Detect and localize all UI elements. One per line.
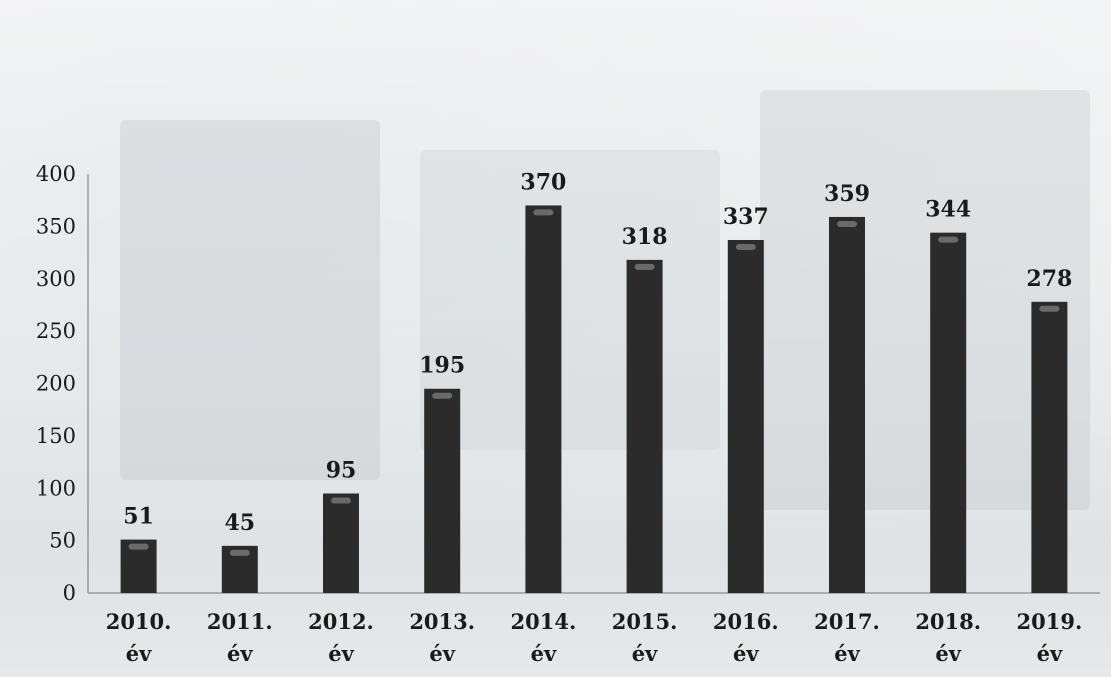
bar-highlight <box>432 392 453 399</box>
bar <box>626 259 663 593</box>
bar-highlight <box>837 220 857 227</box>
bar <box>829 216 865 593</box>
y-tick-label: 300 <box>36 267 76 291</box>
data-label: 45 <box>224 510 255 536</box>
x-tick-label-line2: év <box>632 641 658 666</box>
bar <box>323 493 359 593</box>
data-labels: 51 45 95 195 370 318 337 359 344 278 <box>123 169 1072 535</box>
x-tick-label-line2: év <box>733 641 759 666</box>
background-building-shape <box>120 120 380 480</box>
x-tick-label: 2010. <box>106 609 172 634</box>
x-tick-label: 2011. <box>207 609 273 634</box>
x-tick-label: 2012. <box>308 609 374 634</box>
bar-highlight <box>128 543 149 550</box>
y-tick-label: 150 <box>36 424 76 448</box>
x-tick-label-line2: év <box>429 641 455 666</box>
data-label: 344 <box>925 197 971 223</box>
x-tick-label: 2018. <box>915 609 981 634</box>
data-label: 278 <box>1026 266 1072 292</box>
data-label: 95 <box>326 457 357 483</box>
y-tick-label: 350 <box>36 214 76 238</box>
y-axis: 0 50 100 150 200 250 300 350 400 <box>36 162 89 605</box>
x-tick-label: 2015. <box>612 609 678 634</box>
x-tick-label: 2013. <box>409 609 475 634</box>
y-tick-label: 0 <box>63 581 76 605</box>
x-tick-label: 2014. <box>511 609 577 634</box>
x-tick-label: 2017. <box>814 609 880 634</box>
bar <box>930 232 967 593</box>
x-tick-label-line2: év <box>834 641 860 666</box>
bar-highlight <box>938 236 959 243</box>
data-label: 370 <box>520 169 566 195</box>
data-label: 51 <box>123 504 154 530</box>
x-tick-label-line2: év <box>531 641 557 666</box>
bar-series <box>120 205 1068 594</box>
y-tick-label: 250 <box>36 319 76 343</box>
y-tick-label: 400 <box>36 162 76 186</box>
bar <box>424 388 461 593</box>
x-tick-label: 2016. <box>713 609 779 634</box>
data-label: 337 <box>723 204 769 230</box>
x-tick-label: 2019. <box>1017 609 1083 634</box>
x-tick-label-line2: év <box>227 641 253 666</box>
x-tick-label-line2: év <box>1037 641 1063 666</box>
y-tick-label: 200 <box>36 372 76 396</box>
background-building-shape <box>420 150 720 450</box>
bar <box>1031 301 1068 593</box>
x-tick-label-line2: év <box>935 641 961 666</box>
bar-highlight <box>735 243 756 250</box>
bar-highlight <box>229 549 250 556</box>
bar-highlight <box>634 263 655 270</box>
data-label: 195 <box>419 353 465 379</box>
bar-highlight <box>1039 305 1060 312</box>
bar <box>727 239 764 593</box>
data-label: 318 <box>622 224 668 250</box>
x-tick-label-line2: év <box>328 641 354 666</box>
bar-highlight <box>331 497 351 504</box>
bar-highlight <box>533 209 554 216</box>
x-tick-label-line2: év <box>126 641 152 666</box>
bar <box>525 205 562 594</box>
y-tick-label: 100 <box>36 476 76 500</box>
data-label: 359 <box>824 181 870 207</box>
x-axis: 2010. év 2011. év 2012. év 2013. év 2014. év 2015.… <box>88 592 1100 666</box>
y-tick-label: 50 <box>49 529 76 553</box>
